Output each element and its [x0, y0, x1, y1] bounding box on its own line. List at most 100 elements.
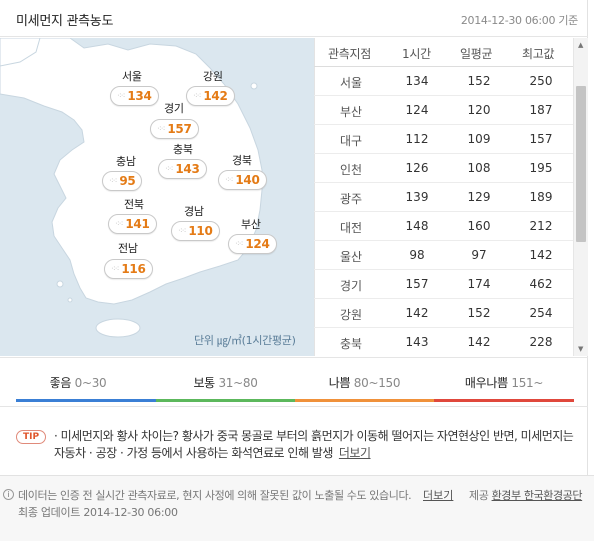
- region-label-gyeonggi: 경기: [164, 102, 184, 115]
- table-cell: 97: [471, 248, 487, 262]
- station-name: 충북: [339, 337, 363, 351]
- region-value-text: 157: [167, 122, 192, 136]
- region-value-gangwon[interactable]: ⁖⁖ 142: [186, 86, 235, 106]
- region-value-text: 141: [125, 217, 150, 231]
- region-value-jeonbuk[interactable]: ⁖⁖ 141: [108, 214, 157, 234]
- table-cell: 189: [529, 190, 553, 204]
- region-value-gyeongnam[interactable]: ⁖⁖ 110: [171, 221, 220, 241]
- tip-text: · 미세먼지와 황사 차이는? 황사가 중국 몽골로 부터의 흙먼지가 이동해 …: [54, 428, 574, 462]
- region-value-gyeonggi[interactable]: ⁖⁖ 157: [150, 119, 199, 139]
- table-row: 부산 124 120 187: [314, 96, 574, 125]
- table-cell: 142: [405, 306, 429, 320]
- table-row: 울산 98 97 142: [314, 241, 574, 270]
- station-name: 울산: [339, 250, 363, 264]
- footer: i 데이터는 인증 전 실시간 관측자료로, 현지 사정에 의해 잘못된 값이 …: [0, 475, 594, 541]
- col-header-max: 최고값: [522, 47, 555, 61]
- table-cell: 174: [467, 277, 491, 291]
- scrollbar-thumb[interactable]: [576, 86, 586, 242]
- table-row: 경기 157 174 462: [314, 270, 574, 299]
- station-name: 대전: [339, 221, 363, 235]
- tip-badge: TIP: [16, 430, 46, 444]
- dust-icon: ⁖⁖: [165, 164, 173, 173]
- scroll-down-icon[interactable]: ▼: [578, 345, 584, 353]
- region-label-gangwon: 강원: [203, 70, 223, 83]
- region-value-text: 134: [127, 89, 152, 103]
- col-header-daily-avg: 일평균: [460, 47, 493, 61]
- station-name: 서울: [339, 76, 363, 90]
- region-value-text: 140: [235, 173, 260, 187]
- legend-range: 80~150: [353, 376, 401, 390]
- table-cell: 108: [467, 161, 491, 175]
- region-label-jeonbuk: 전북: [124, 198, 144, 211]
- region-value-text: 110: [188, 224, 213, 238]
- data-notice: 데이터는 인증 전 실시간 관측자료로, 현지 사정에 의해 잘못된 값이 노출…: [18, 489, 412, 502]
- region-label-chungnam: 충남: [116, 155, 136, 168]
- tip-more-link[interactable]: 더보기: [338, 446, 371, 460]
- table-cell: 152: [467, 74, 491, 88]
- table-body: 서울 134 152 250 부산 124 120 187 대구 112 109 157 인천 126 10…: [314, 67, 574, 356]
- table-cell: 112: [405, 132, 429, 146]
- dust-icon: ⁖⁖: [235, 239, 243, 248]
- table-cell: 195: [529, 161, 553, 175]
- dust-icon: ⁖⁖: [225, 175, 233, 184]
- station-name: 광주: [339, 192, 363, 206]
- legend-label: 매우나쁨: [464, 376, 508, 390]
- timestamp: 2014-12-30 06:00 기준: [460, 14, 578, 27]
- legend-range: 31~80: [218, 376, 258, 390]
- header: 미세먼지 관측농도 2014-12-30 06:00 기준: [0, 0, 588, 37]
- table-cell: 142: [467, 335, 491, 349]
- region-value-text: 142: [203, 89, 228, 103]
- scroll-up-icon[interactable]: ▲: [578, 41, 584, 49]
- level-legend: 좋음 0~30 보통 31~80 나쁨 80~150 매우나쁨 151~: [0, 357, 588, 407]
- table-row: 대구 112 109 157: [314, 125, 574, 154]
- region-value-busan[interactable]: ⁖⁖ 124: [228, 234, 277, 254]
- table-cell: 126: [405, 161, 429, 175]
- table-row: 대전 148 160 212: [314, 212, 574, 241]
- table-row: 서울 134 152 250: [314, 67, 574, 96]
- region-value-chungnam[interactable]: ⁖⁖ 95: [102, 171, 143, 191]
- region-value-seoul[interactable]: ⁖⁖ 134: [110, 86, 159, 106]
- page-title: 미세먼지 관측농도: [16, 14, 114, 29]
- region-label-gyeongbuk: 경북: [232, 154, 252, 167]
- col-header-station: 관측지점: [328, 47, 371, 61]
- legend-bar-normal: [156, 399, 295, 402]
- table-cell: 143: [405, 335, 429, 349]
- dust-icon: ⁖⁖: [111, 264, 119, 273]
- table-cell: 109: [467, 132, 491, 146]
- station-name: 인천: [339, 163, 363, 177]
- table-scrollbar[interactable]: ▲ ▼: [573, 38, 588, 356]
- table-cell: 160: [467, 219, 491, 233]
- provider-link[interactable]: 환경부 한국환경공단: [491, 489, 583, 502]
- table-cell: 134: [405, 74, 429, 88]
- region-value-text: 124: [245, 237, 270, 251]
- table-cell: 120: [467, 103, 491, 117]
- info-icon: i: [3, 489, 14, 500]
- table-cell: 462: [529, 277, 553, 291]
- table-header: 관측지점 1시간 일평균 최고값: [314, 38, 574, 67]
- table-row: 강원 142 152 254: [314, 299, 574, 328]
- last-updated: 최종 업데이트 2014-12-30 06:00: [18, 506, 178, 519]
- table-cell: 228: [529, 335, 553, 349]
- legend-label: 나쁨: [328, 376, 351, 390]
- legend-bar-very-bad: [434, 399, 574, 402]
- legend-range: 0~30: [74, 376, 107, 390]
- notice-more-link[interactable]: 더보기: [423, 489, 454, 502]
- region-label-chungbuk: 충북: [173, 143, 193, 156]
- table-row: 인천 126 108 195: [314, 154, 574, 183]
- dust-icon: ⁖⁖: [115, 219, 123, 228]
- provider: 제공 환경부 한국환경공단: [469, 487, 583, 503]
- legend-label: 보통: [193, 376, 215, 390]
- region-label-jeonnam: 전남: [118, 242, 138, 255]
- region-value-jeonnam[interactable]: ⁖⁖ 116: [104, 259, 153, 279]
- region-value-gyeongbuk[interactable]: ⁖⁖ 140: [218, 170, 267, 190]
- region-value-chungbuk[interactable]: ⁖⁖ 143: [158, 159, 207, 179]
- korea-map-land: [0, 38, 263, 338]
- table-cell: 157: [405, 277, 429, 291]
- station-name: 부산: [339, 105, 363, 119]
- legend-bad: 나쁨 80~150: [295, 374, 434, 391]
- table-row: 광주 139 129 189: [314, 183, 574, 212]
- table-cell: 129: [467, 190, 491, 204]
- dust-icon: ⁖⁖: [117, 91, 125, 100]
- station-name: 강원: [339, 308, 363, 322]
- legend-label: 좋음: [49, 376, 72, 390]
